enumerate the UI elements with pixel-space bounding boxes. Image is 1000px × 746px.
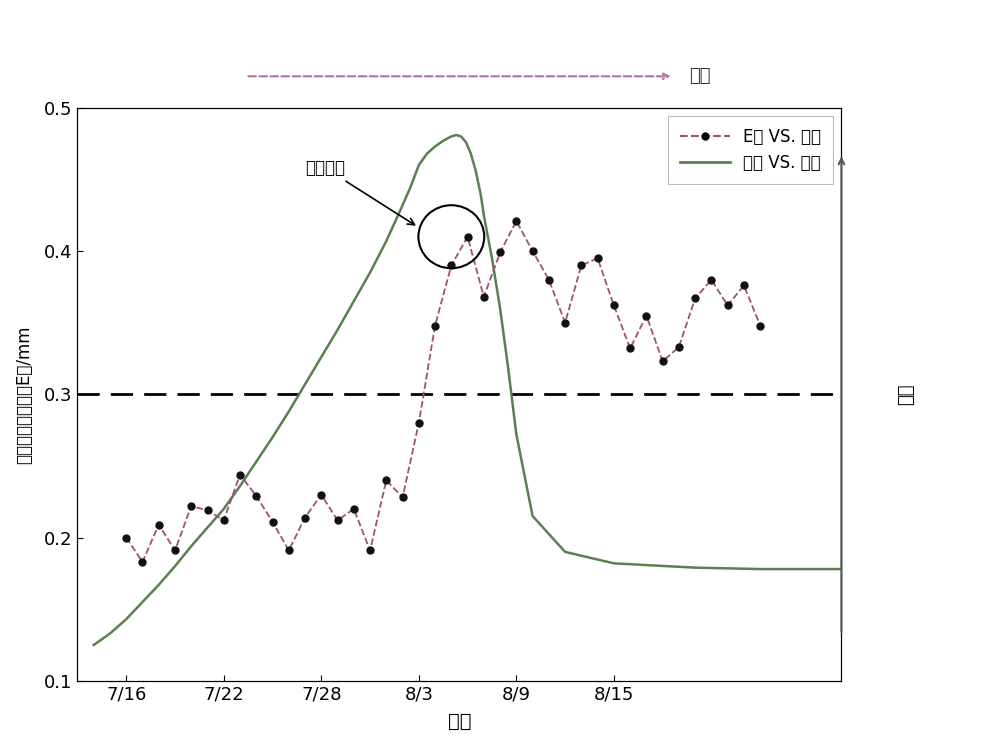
Y-axis label: 应力: 应力 (897, 383, 915, 405)
Point (134, 556, 150, 568)
Point (216, 515, 232, 527)
Point (313, 489, 329, 501)
Point (573, 260, 589, 272)
Point (752, 319, 768, 331)
Point (395, 492, 411, 504)
Point (362, 545, 378, 557)
Point (606, 300, 622, 312)
Legend: E值 VS. 日期, 应力 VS. 应变: E值 VS. 日期, 应力 VS. 应变 (668, 116, 833, 184)
Point (541, 274, 557, 286)
Point (330, 515, 346, 527)
Point (687, 292, 703, 304)
Point (167, 545, 183, 557)
Point (525, 245, 541, 257)
Point (118, 532, 134, 544)
Point (281, 545, 297, 557)
Point (622, 342, 638, 354)
Y-axis label: 微震累积冲击指标E值/mm: 微震累积冲击指标E值/mm (15, 325, 33, 463)
Point (443, 260, 459, 272)
Point (265, 515, 281, 527)
Point (638, 310, 654, 322)
Point (492, 246, 508, 258)
Point (736, 280, 752, 292)
Point (508, 215, 524, 227)
Point (151, 518, 167, 530)
Point (427, 319, 443, 331)
Point (590, 252, 606, 264)
Text: 冲击地压: 冲击地压 (305, 159, 415, 225)
Point (411, 417, 427, 429)
Text: 应变: 应变 (689, 67, 710, 85)
Point (671, 341, 687, 353)
Point (476, 291, 492, 303)
Point (346, 503, 362, 515)
Point (720, 300, 736, 312)
Point (557, 317, 573, 329)
Point (232, 468, 248, 480)
Point (297, 512, 313, 524)
Point (183, 500, 199, 512)
Point (703, 274, 719, 286)
Point (200, 504, 216, 516)
Point (460, 231, 476, 242)
Point (378, 474, 394, 486)
Point (248, 490, 264, 502)
Point (655, 355, 671, 367)
X-axis label: 日期: 日期 (448, 712, 471, 731)
